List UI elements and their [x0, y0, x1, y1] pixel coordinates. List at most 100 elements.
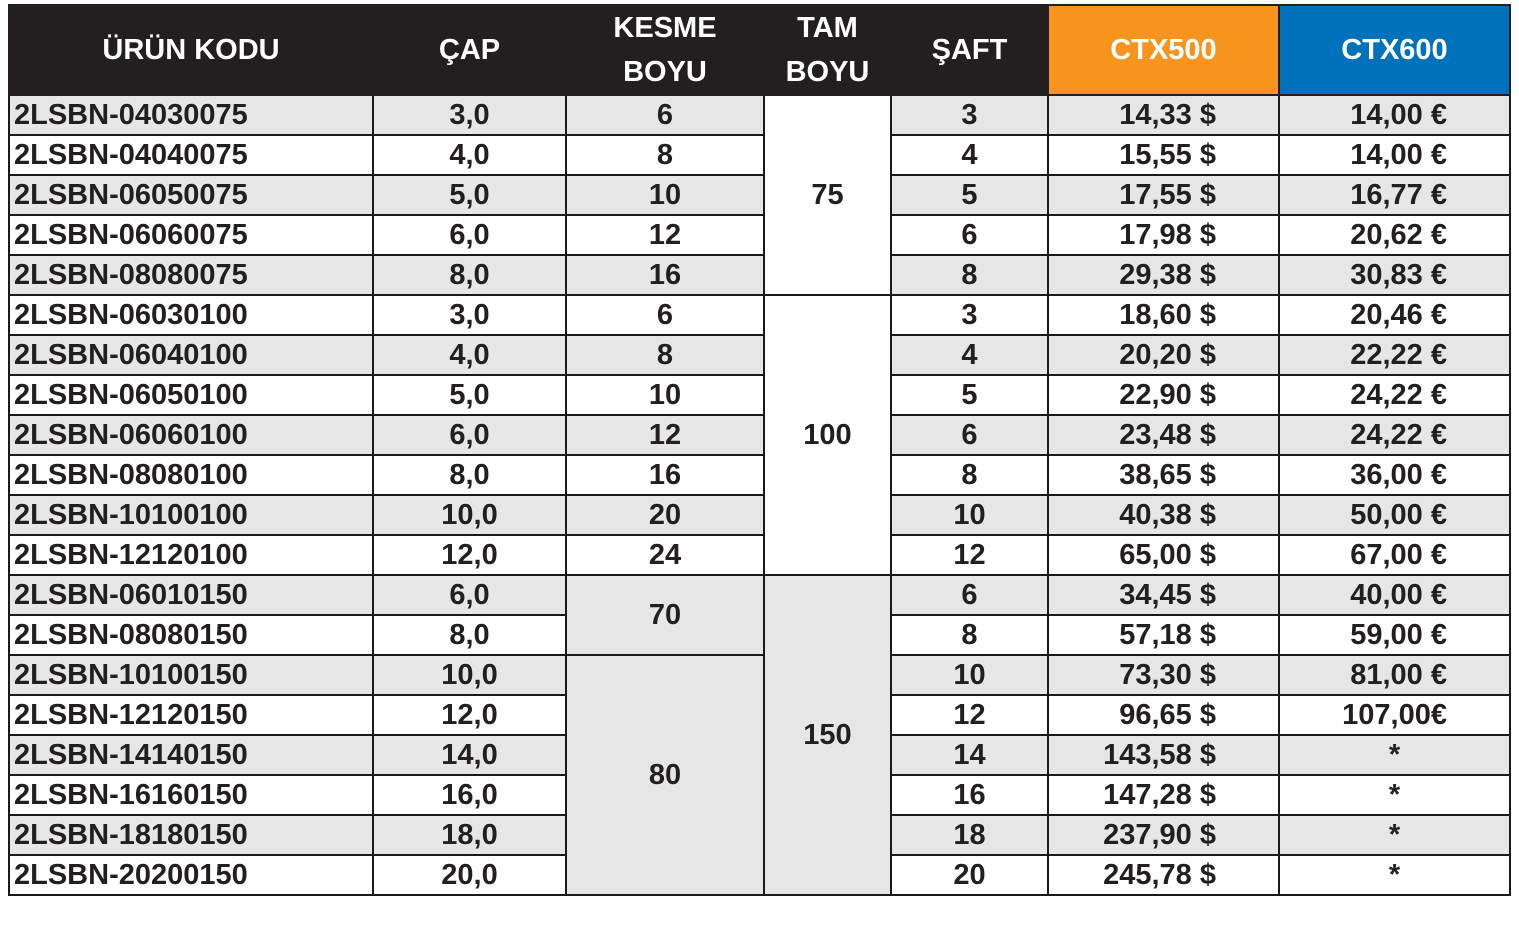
price-ctx500: 20,20 $ [1047, 334, 1280, 376]
price-ctx500: 34,45 $ [1047, 574, 1280, 616]
header-product-code: ÜRÜN KODU [8, 4, 374, 96]
table-row: 2LSBN-12120150 12,0 12 96,65 $ 107,00€ [8, 694, 1511, 736]
price-ctx500: 96,65 $ [1047, 694, 1280, 736]
price-ctx600: 36,00 € [1278, 454, 1511, 496]
header-diameter: ÇAP [372, 4, 567, 96]
table-row: 2LSBN-10100150 10,0 80 10 73,30 $ 81,00 … [8, 654, 1511, 896]
diameter: 6,0 [372, 574, 567, 616]
shaft: 6 [890, 414, 1049, 456]
price-ctx500: 73,30 $ [1047, 654, 1280, 696]
diameter: 10,0 [372, 654, 567, 696]
cut-length: 24 [565, 534, 765, 576]
shaft: 20 [890, 854, 1049, 896]
header-total-length: TAM BOYU [763, 4, 892, 96]
product-code: 2LSBN-04030075 [8, 94, 374, 136]
total-length: 75 [763, 94, 892, 296]
price-ctx600: 59,00 € [1278, 614, 1511, 656]
product-code: 2LSBN-06050075 [8, 174, 374, 216]
diameter: 5,0 [372, 374, 567, 416]
price-table: ÜRÜN KODU ÇAP KESME BOYU TAM BOYU ŞAFT CTX… [8, 4, 1511, 896]
shaft: 3 [890, 294, 1049, 336]
diameter: 8,0 [372, 254, 567, 296]
cut-length: 6 [565, 294, 765, 336]
diameter: 16,0 [372, 774, 567, 816]
diameter: 3,0 [372, 94, 567, 136]
table-row: 2LSBN-06010150 6,0 70 150 6 34,45 $ 40,0… [8, 574, 1511, 896]
price-ctx600: 16,77 € [1278, 174, 1511, 216]
price-ctx600: * [1278, 774, 1511, 816]
product-code: 2LSBN-06040100 [8, 334, 374, 376]
table-row: 2LSBN-06030100 3,0 6 100 3 18,60 $ 20,46… [8, 294, 1511, 576]
cut-length: 6 [565, 94, 765, 136]
table-row: 2LSBN-10100100 10,0 20 10 40,38 $ 50,00 … [8, 494, 1511, 536]
table-row: 2LSBN-04040075 4,0 8 4 15,55 $ 14,00 € [8, 134, 1511, 176]
table-row: 2LSBN-06060100 6,0 12 6 23,48 $ 24,22 € [8, 414, 1511, 456]
shaft: 8 [890, 614, 1049, 656]
shaft: 10 [890, 654, 1049, 696]
price-ctx500: 14,33 $ [1047, 94, 1280, 136]
cut-length: 16 [565, 454, 765, 496]
diameter: 8,0 [372, 614, 567, 656]
cut-length: 16 [565, 254, 765, 296]
diameter: 8,0 [372, 454, 567, 496]
price-ctx600: 14,00 € [1278, 134, 1511, 176]
cut-length: 12 [565, 414, 765, 456]
table-row: 2LSBN-06040100 4,0 8 4 20,20 $ 22,22 € [8, 334, 1511, 376]
price-ctx600: 81,00 € [1278, 654, 1511, 696]
table-row: 2LSBN-06060075 6,0 12 6 17,98 $ 20,62 € [8, 214, 1511, 256]
diameter: 10,0 [372, 494, 567, 536]
price-ctx500: 143,58 $ [1047, 734, 1280, 776]
table-row: 2LSBN-14140150 14,0 14 143,58 $ * [8, 734, 1511, 776]
diameter: 18,0 [372, 814, 567, 856]
table-row: 2LSBN-08080100 8,0 16 8 38,65 $ 36,00 € [8, 454, 1511, 496]
product-code: 2LSBN-18180150 [8, 814, 374, 856]
product-code: 2LSBN-06060100 [8, 414, 374, 456]
table-row: 2LSBN-08080150 8,0 8 57,18 $ 59,00 € [8, 614, 1511, 656]
price-ctx500: 23,48 $ [1047, 414, 1280, 456]
cut-length: 8 [565, 334, 765, 376]
table-row: 2LSBN-16160150 16,0 16 147,28 $ * [8, 774, 1511, 816]
diameter: 6,0 [372, 214, 567, 256]
price-ctx500: 40,38 $ [1047, 494, 1280, 536]
diameter: 14,0 [372, 734, 567, 776]
price-ctx600: 30,83 € [1278, 254, 1511, 296]
price-ctx500: 22,90 $ [1047, 374, 1280, 416]
cut-length: 8 [565, 134, 765, 176]
cut-length: 12 [565, 214, 765, 256]
product-code: 2LSBN-06060075 [8, 214, 374, 256]
price-ctx600: 50,00 € [1278, 494, 1511, 536]
shaft: 3 [890, 94, 1049, 136]
price-ctx500: 17,98 $ [1047, 214, 1280, 256]
price-ctx500: 245,78 $ [1047, 854, 1280, 896]
shaft: 6 [890, 574, 1049, 616]
product-code: 2LSBN-20200150 [8, 854, 374, 896]
table-row: 2LSBN-08080075 8,0 16 8 29,38 $ 30,83 € [8, 254, 1511, 296]
diameter: 4,0 [372, 334, 567, 376]
product-code: 2LSBN-10100100 [8, 494, 374, 536]
table-row: 2LSBN-04030075 3,0 6 75 3 14,33 $ 14,00 … [8, 94, 1511, 296]
cut-length: 80 [565, 654, 765, 896]
price-ctx500: 237,90 $ [1047, 814, 1280, 856]
diameter: 3,0 [372, 294, 567, 336]
price-ctx600: 20,62 € [1278, 214, 1511, 256]
price-ctx500: 147,28 $ [1047, 774, 1280, 816]
price-ctx600: 20,46 € [1278, 294, 1511, 336]
price-ctx600: * [1278, 854, 1511, 896]
shaft: 12 [890, 534, 1049, 576]
price-ctx600: 24,22 € [1278, 414, 1511, 456]
price-ctx500: 29,38 $ [1047, 254, 1280, 296]
price-ctx500: 17,55 $ [1047, 174, 1280, 216]
product-code: 2LSBN-16160150 [8, 774, 374, 816]
header-ctx500: CTX500 [1047, 4, 1280, 96]
shaft: 4 [890, 134, 1049, 176]
price-ctx500: 38,65 $ [1047, 454, 1280, 496]
diameter: 12,0 [372, 534, 567, 576]
price-ctx600: 107,00€ [1278, 694, 1511, 736]
shaft: 5 [890, 174, 1049, 216]
header-cut-length: KESME BOYU [565, 4, 765, 96]
product-code: 2LSBN-08080075 [8, 254, 374, 296]
product-code: 2LSBN-04040075 [8, 134, 374, 176]
price-ctx600: 22,22 € [1278, 334, 1511, 376]
product-code: 2LSBN-12120100 [8, 534, 374, 576]
cut-length: 70 [565, 574, 765, 656]
